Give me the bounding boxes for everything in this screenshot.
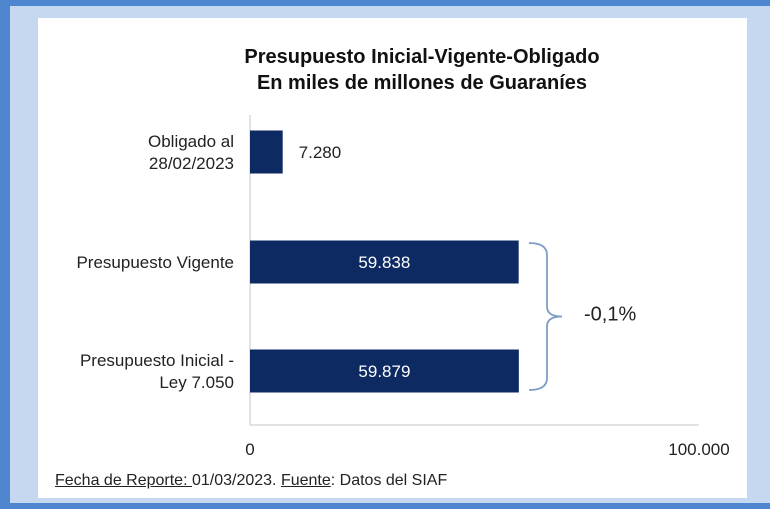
category-label: Presupuesto Vigente [76,253,234,272]
date-value: 01/03/2023. [191,472,281,489]
bar-value-label: 59.838 [358,253,410,272]
bar [250,349,519,393]
category-label: 28/02/2023 [149,154,234,173]
source-label: Fuente [280,472,331,489]
bar [250,240,519,284]
bar-value-label: 59.879 [358,362,410,381]
source-value: : Datos del SIAF [330,472,448,489]
title-line-2: En miles de millones de Guaraníes [256,72,588,94]
bar [250,130,283,174]
x-tick-label: 0 [245,440,254,459]
brace-annotation [528,242,563,391]
change-annotation: -0,1% [584,304,636,326]
date-label: Fecha de Reporte: [55,472,192,489]
category-label: Presupuesto Inicial - [80,351,234,370]
category-label: Ley 7.050 [159,373,234,392]
chart-title: Presupuesto Inicial-Vigente-Obligado En … [0,44,770,96]
bar-value-label: 7.280 [299,143,342,162]
footer-note: Fecha de Reporte: 01/03/2023. Fuente: Da… [55,472,447,490]
x-tick-label: 100.000 [668,440,729,459]
title-line-1: Presupuesto Inicial-Vigente-Obligado [244,46,600,68]
category-label: Obligado al [148,132,234,151]
